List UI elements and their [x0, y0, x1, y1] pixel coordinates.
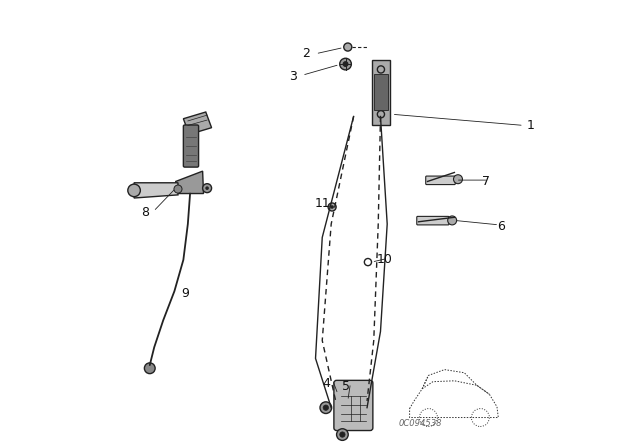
Circle shape	[145, 363, 155, 374]
FancyBboxPatch shape	[334, 380, 373, 431]
Circle shape	[320, 402, 332, 414]
Circle shape	[337, 429, 348, 440]
Text: 4: 4	[323, 376, 331, 390]
Circle shape	[174, 185, 182, 193]
Polygon shape	[184, 112, 212, 134]
Text: 0C094538: 0C094538	[399, 419, 442, 428]
Circle shape	[343, 62, 348, 66]
Circle shape	[328, 203, 336, 211]
FancyBboxPatch shape	[184, 125, 198, 167]
Text: 8: 8	[141, 206, 149, 220]
Polygon shape	[374, 74, 388, 110]
Circle shape	[128, 184, 140, 197]
Text: 5: 5	[342, 379, 350, 393]
Circle shape	[364, 258, 371, 266]
Circle shape	[340, 432, 345, 437]
Text: 11: 11	[314, 197, 330, 211]
Circle shape	[323, 405, 328, 410]
Circle shape	[203, 184, 212, 193]
Circle shape	[344, 43, 352, 51]
Circle shape	[330, 205, 334, 209]
Text: 7: 7	[482, 175, 490, 188]
Circle shape	[340, 58, 351, 70]
Circle shape	[454, 175, 463, 184]
FancyBboxPatch shape	[417, 216, 449, 225]
Polygon shape	[371, 60, 390, 125]
Text: 2: 2	[303, 47, 310, 60]
Text: 9: 9	[182, 287, 189, 300]
Text: 1: 1	[527, 119, 534, 132]
Text: 6: 6	[497, 220, 506, 233]
Circle shape	[205, 186, 209, 190]
Text: 10: 10	[377, 253, 393, 267]
Text: 3: 3	[289, 69, 297, 83]
Polygon shape	[176, 171, 204, 194]
FancyBboxPatch shape	[426, 176, 455, 185]
Circle shape	[448, 216, 457, 225]
Polygon shape	[134, 183, 178, 198]
